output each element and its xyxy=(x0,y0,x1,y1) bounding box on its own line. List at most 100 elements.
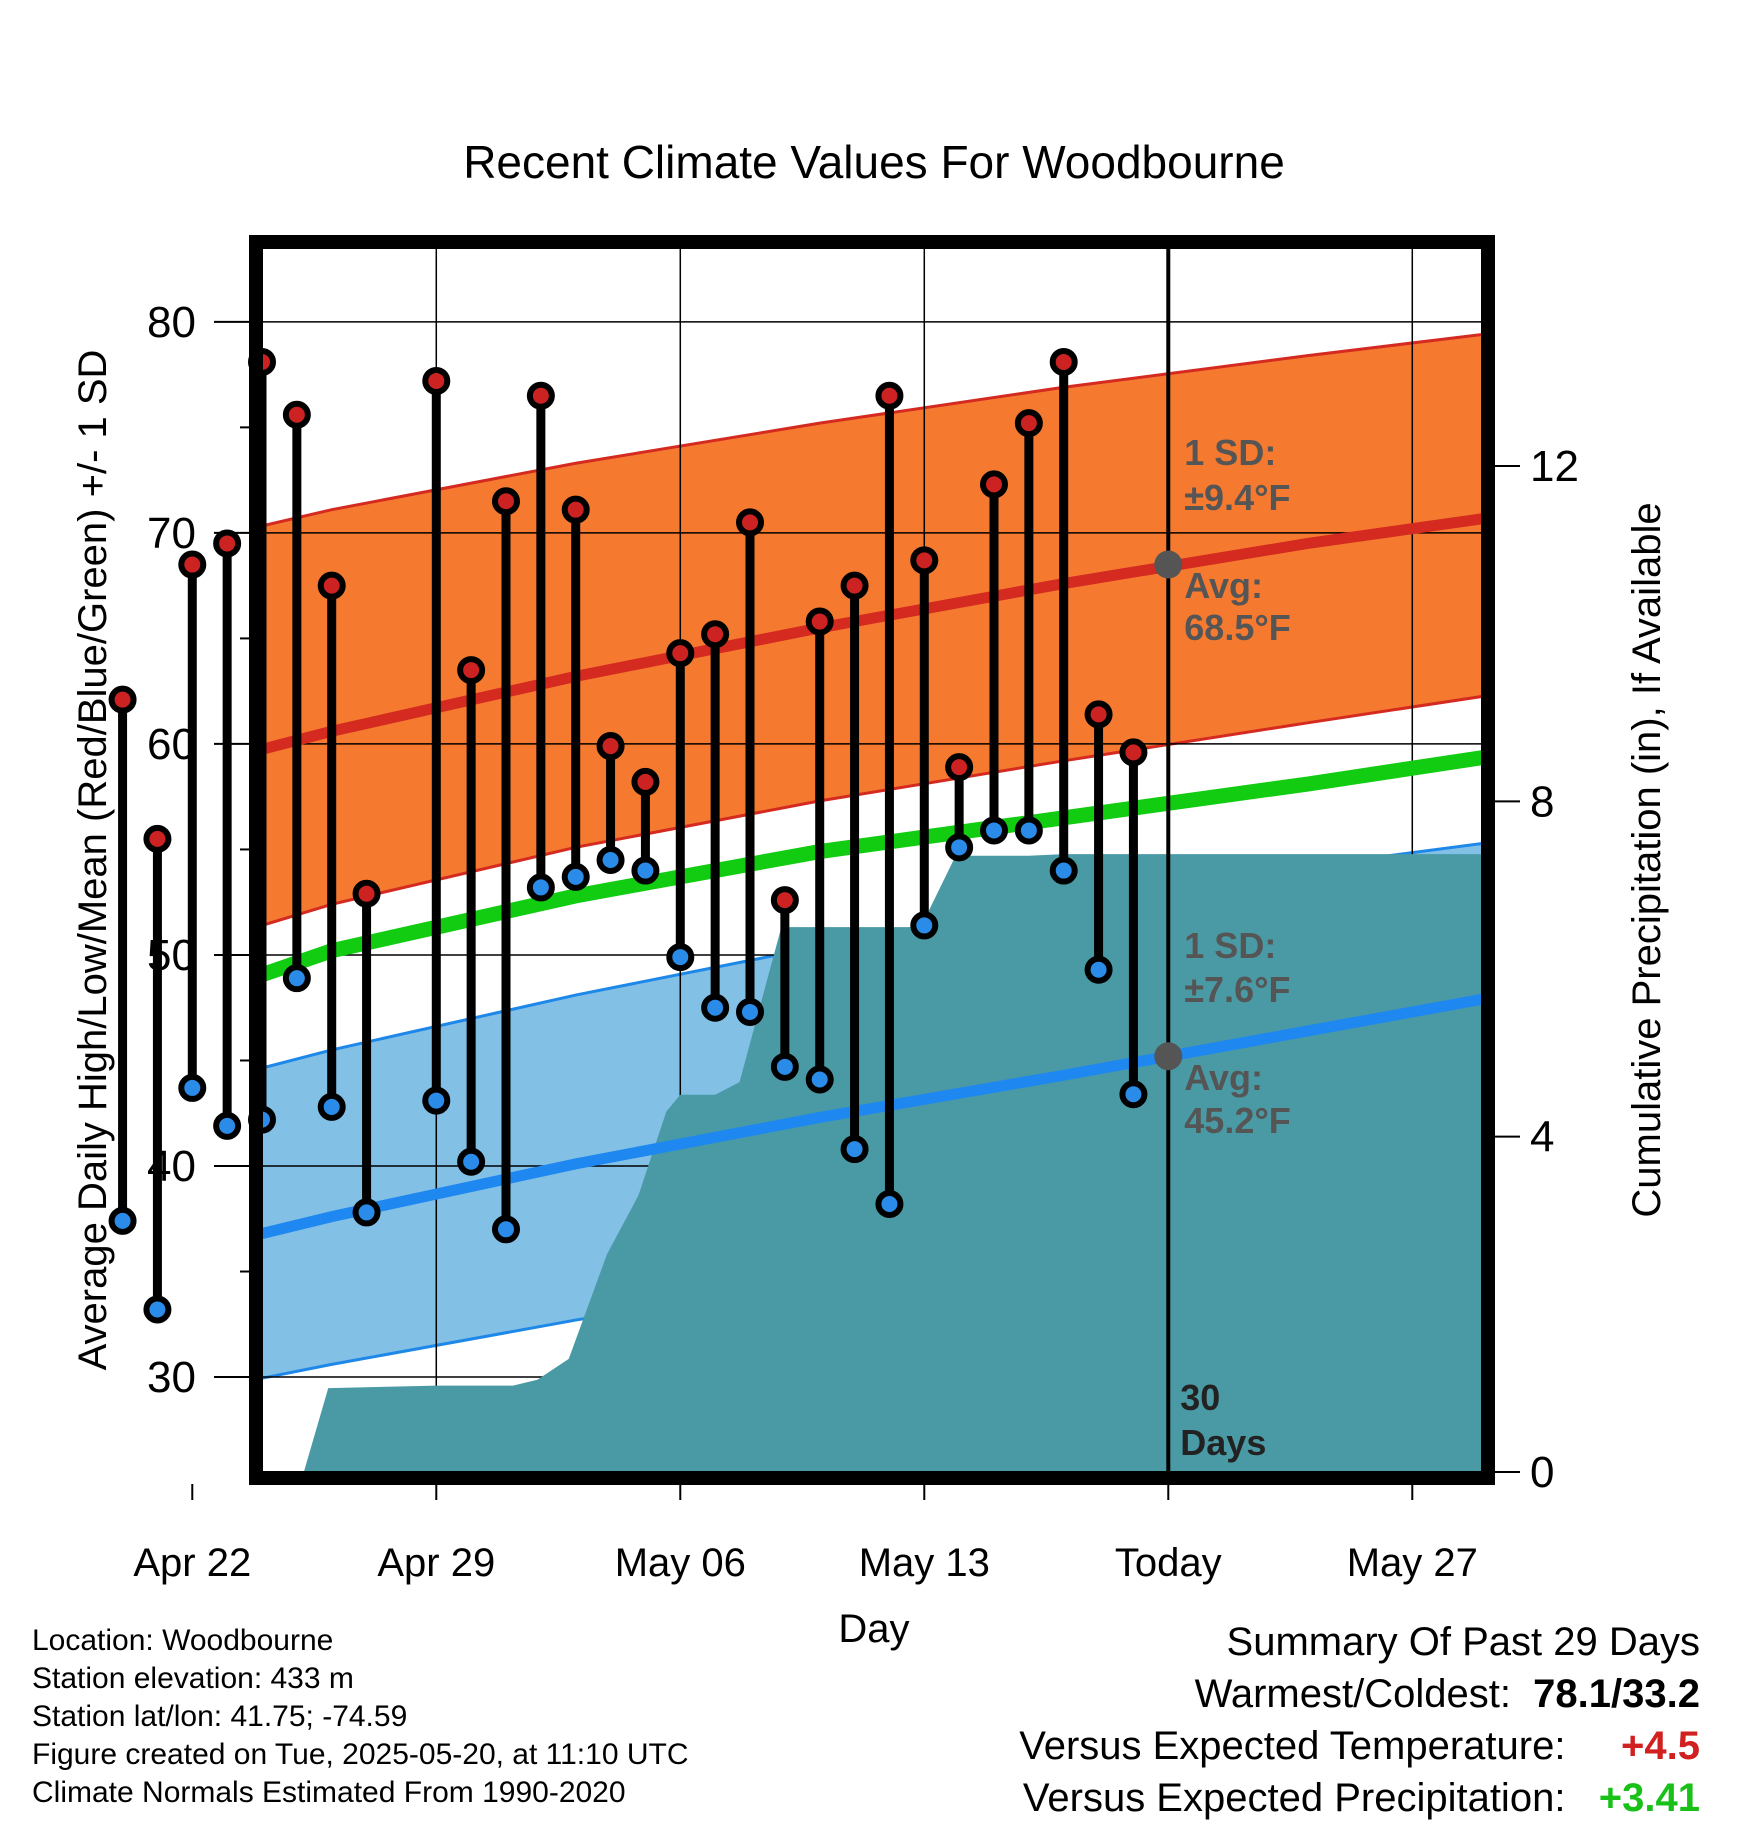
y-tick-label: 50 xyxy=(147,931,196,980)
daily-low-point xyxy=(561,862,590,891)
low-avg-line xyxy=(262,993,1482,1240)
summary-warm-cold: Warmest/Coldest: 78.1/33.2 xyxy=(1195,1672,1700,1717)
daily-high-point xyxy=(945,753,974,782)
daily-low-point xyxy=(770,1052,799,1081)
y-axis-label: Average Daily High/Low/Mean (Red/Blue/Gr… xyxy=(71,350,115,1371)
y2-tick-label: 8 xyxy=(1530,777,1554,826)
daily-low-point xyxy=(840,1135,869,1164)
daily-high-point xyxy=(108,685,137,714)
daily-low-point xyxy=(526,873,555,902)
y2-tick-label: 0 xyxy=(1530,1448,1554,1497)
daily-high-point xyxy=(317,571,346,600)
daily-high-point xyxy=(980,470,1008,499)
daily-high-point xyxy=(526,381,555,410)
y2-tick-label: 12 xyxy=(1530,442,1579,491)
today-low-avg-marker xyxy=(1154,1042,1183,1071)
y2-tick-label: 4 xyxy=(1530,1113,1554,1162)
daily-low-point xyxy=(178,1073,207,1102)
daily-high-point xyxy=(1049,347,1078,376)
daily-high-point xyxy=(770,886,799,915)
today-days-line2: Days xyxy=(1180,1422,1266,1463)
daily-low-point xyxy=(422,1086,451,1115)
x-tick-label: May 06 xyxy=(615,1541,746,1585)
daily-low-point xyxy=(596,846,625,874)
low-sd-value: ±7.6°F xyxy=(1184,969,1290,1010)
daily-low-point xyxy=(492,1215,520,1244)
summary-warm-cold-value: 78.1/33.2 xyxy=(1533,1672,1700,1716)
low-sd-label: 1 SD: xyxy=(1184,925,1276,966)
y-tick-label: 60 xyxy=(147,720,196,769)
daily-low-point xyxy=(108,1206,137,1235)
footer-created: Figure created on Tue, 2025-05-20, at 11… xyxy=(32,1738,689,1771)
daily-high-point xyxy=(352,879,381,908)
low-avg-value: 45.2°F xyxy=(1184,1100,1290,1141)
today-high-avg-marker xyxy=(1154,550,1183,579)
summary-warm-cold-label: Warmest/Coldest: xyxy=(1194,1672,1511,1716)
daily-low-point xyxy=(282,964,311,993)
daily-high-point xyxy=(701,620,730,649)
daily-high-point xyxy=(910,546,939,575)
summary-precip-label: Versus Expected Precipitation: xyxy=(1022,1776,1566,1820)
high-sd-upper-line xyxy=(262,333,1482,528)
x-axis-label: Day xyxy=(838,1607,909,1651)
summary-heading: Summary Of Past 29 Days xyxy=(1226,1620,1700,1664)
daily-low-point xyxy=(1049,856,1078,885)
x-tick-label: May 13 xyxy=(859,1541,990,1585)
y-tick-label: 30 xyxy=(147,1353,196,1402)
daily-low-point xyxy=(666,943,695,972)
daily-high-point xyxy=(736,508,764,537)
daily-high-point xyxy=(561,495,590,524)
x-tick-label: May 27 xyxy=(1347,1541,1478,1585)
daily-low-point xyxy=(317,1092,346,1121)
summary-precip: Versus Expected Precipitation: +3.41 xyxy=(1023,1776,1700,1821)
daily-low-point xyxy=(910,911,939,940)
daily-bars xyxy=(108,347,1148,1324)
daily-high-point xyxy=(178,550,207,579)
daily-high-point xyxy=(666,639,695,668)
daily-high-point xyxy=(805,607,834,636)
x-tick-label: Apr 29 xyxy=(377,1541,495,1585)
high-avg-value: 68.5°F xyxy=(1184,607,1290,648)
footer-info: Location: Woodbourne Station elevation: … xyxy=(32,1622,689,1812)
daily-high-point xyxy=(422,366,451,395)
today-days-line1: 30 xyxy=(1180,1377,1220,1418)
y-tick-label: 40 xyxy=(147,1142,196,1191)
low-avg-label: Avg: xyxy=(1184,1057,1263,1098)
daily-low-point xyxy=(352,1198,381,1227)
daily-low-point xyxy=(736,997,764,1026)
high-sd-band xyxy=(262,334,1482,926)
daily-low-point xyxy=(701,993,730,1022)
daily-low-point xyxy=(1014,816,1043,845)
daily-low-point xyxy=(980,816,1008,845)
footer-location: Location: Woodbourne xyxy=(32,1624,334,1657)
daily-low-point xyxy=(143,1295,172,1324)
high-sd-label: 1 SD: xyxy=(1184,432,1276,473)
daily-low-point xyxy=(631,856,660,885)
footer-latlon: Station lat/lon: 41.75; -74.59 xyxy=(32,1700,408,1733)
daily-high-point xyxy=(492,487,520,516)
plot-frame xyxy=(249,235,1495,1485)
daily-high-point xyxy=(875,381,904,410)
chart-title: Recent Climate Values For Woodbourne xyxy=(463,136,1285,188)
daily-low-point xyxy=(875,1189,904,1218)
summary-temp-label: Versus Expected Temperature: xyxy=(1019,1724,1566,1768)
footer-normals: Climate Normals Estimated From 1990-2020 xyxy=(32,1776,626,1809)
y2-axis-label: Cumulative Precipitation (in), If Availa… xyxy=(1625,502,1669,1217)
high-avg-label: Avg: xyxy=(1184,565,1263,606)
daily-low-point xyxy=(457,1147,486,1176)
daily-high-point xyxy=(1084,700,1113,729)
axes: 30 40 50 60 70 80 0 4 8 12 Apr 22 Apr 29 May 06 May 1… xyxy=(71,298,1669,1651)
daily-high-point xyxy=(143,824,172,853)
y-tick-label: 70 xyxy=(147,509,196,558)
high-sd-value: ±9.4°F xyxy=(1184,477,1290,518)
daily-high-point xyxy=(282,400,311,429)
daily-high-point xyxy=(840,571,869,600)
daily-low-point xyxy=(213,1111,242,1140)
summary-temp: Versus Expected Temperature: +4.5 xyxy=(1019,1724,1700,1769)
footer-elevation: Station elevation: 433 m xyxy=(32,1662,354,1695)
daily-low-point xyxy=(1084,955,1113,984)
daily-high-point xyxy=(213,529,242,558)
daily-high-point xyxy=(1119,738,1148,767)
daily-low-point xyxy=(805,1065,834,1094)
